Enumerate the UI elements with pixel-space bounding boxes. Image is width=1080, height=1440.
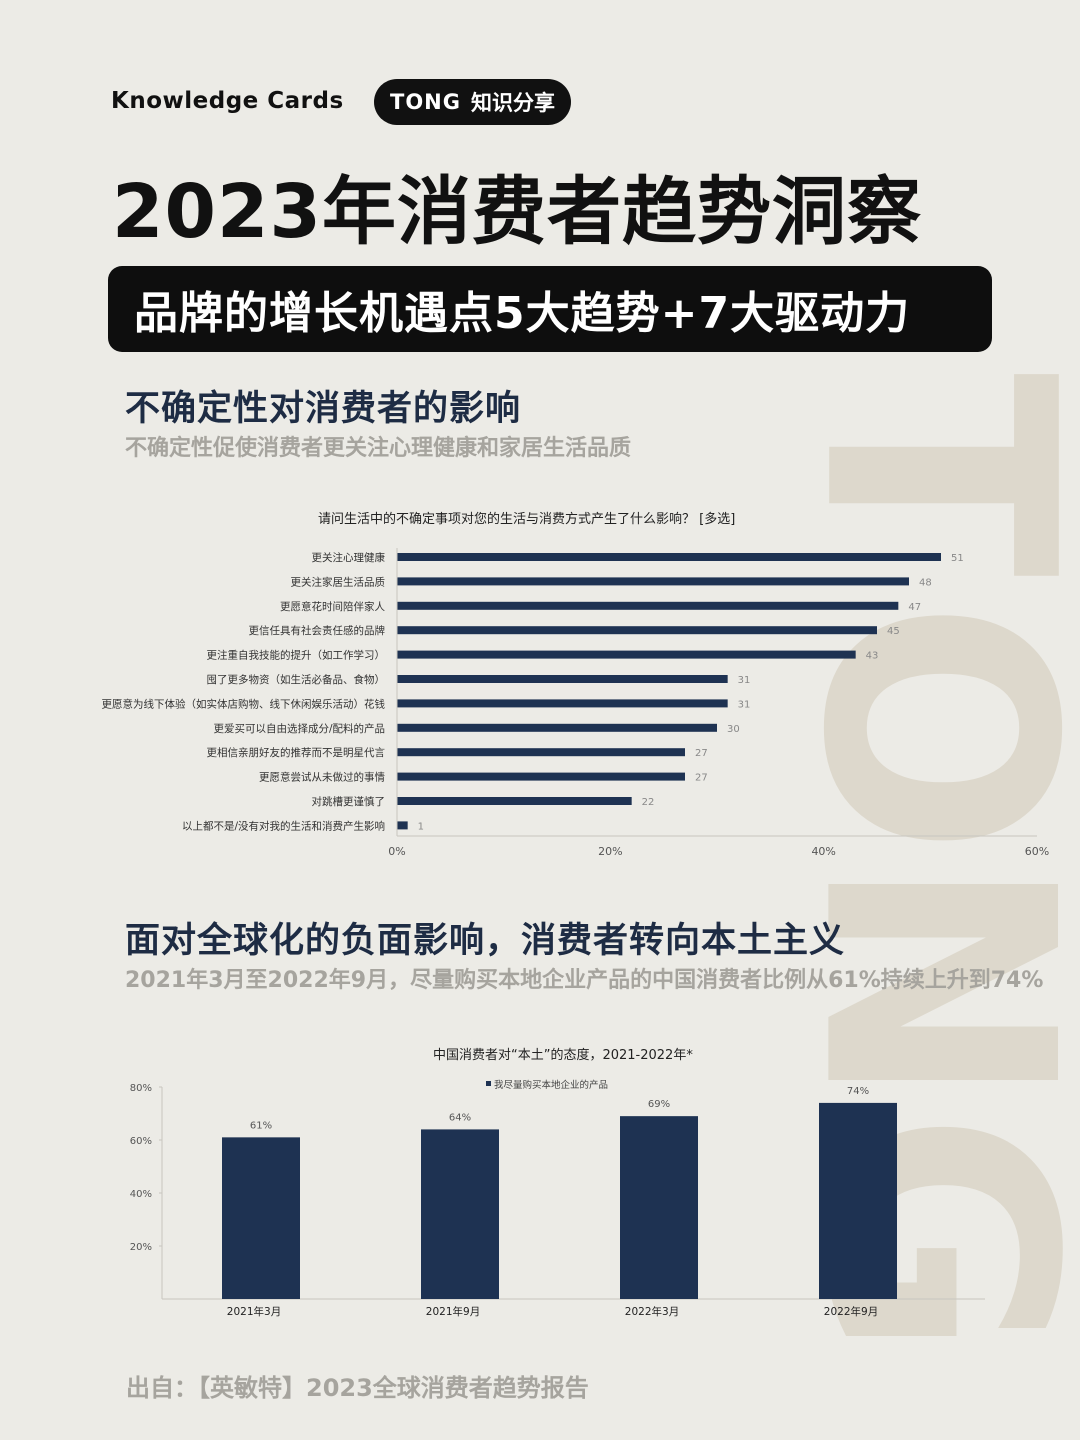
chart1-bar [397,650,856,659]
chart2-bar [819,1102,897,1299]
chart2-legend-swatch [486,1081,491,1086]
chart2-category-label: 2022年9月 [824,1305,878,1318]
chart1-bar [397,772,685,781]
brand-name: TONG [390,90,461,114]
chart2-category-label: 2022年3月 [625,1305,679,1318]
chart1-value-label: 22 [642,797,655,808]
chart2-y-tick-label: 20% [130,1242,152,1253]
chart2-legend-label: 我尽量购买本地企业的产品 [494,1079,608,1091]
chart1-category-label: 更愿意为线下体验（如实体店购物、线下休闲娱乐活动）花钱 [102,697,386,710]
chart1-category-label: 更注重自我技能的提升（如工作学习） [207,649,386,662]
chart1-value-label: 31 [738,699,751,710]
brand-pill: TONG 知识分享 [374,79,571,125]
section1-title: 不确定性对消费者的影响 [125,389,522,429]
chart1-category-label: 更信任具有社会责任感的品牌 [249,624,386,637]
chart1-value-label: 31 [738,675,751,686]
page-title: 2023年消费者趋势洞察 [112,169,922,255]
chart1-category-label: 以上都不是/没有对我的生活和消费产生影响 [182,819,385,832]
chart1-category-label: 更关注家居生活品质 [291,575,386,588]
chart2-bar [620,1116,698,1299]
chart1-x-tick-label: 60% [1025,845,1049,858]
chart1-value-label: 27 [695,773,708,784]
chart1-category-label: 更愿意尝试从未做过的事情 [259,771,385,784]
chart1-value-label: 51 [951,553,964,564]
chart2-category-label: 2021年9月 [426,1305,480,1318]
section1-subtitle: 不确定性促使消费者更关注心理健康和家居生活品质 [125,436,632,461]
chart1-bar [397,723,717,732]
chart1-value-label: 43 [866,651,879,662]
chart1-x-tick-label: 20% [598,845,622,858]
chart2-bar [222,1137,300,1299]
chart2-bar [421,1129,499,1299]
chart1-bar [397,821,408,830]
source-note: 出自：【英敏特】2023全球消费者趋势报告 [126,1374,589,1402]
chart2-title: 中国消费者对“本土”的态度，2021-2022年* [433,1048,693,1063]
chart1-bar [397,797,632,805]
chart2-value-label: 69% [648,1099,670,1110]
chart1-value-label: 30 [727,724,740,735]
banner-text: 品牌的增长机遇点5大趋势+7大驱动力 [134,288,911,339]
chart1-bar [397,626,877,635]
chart1-bar [397,675,728,683]
chart2-category-label: 2021年3月 [227,1305,281,1318]
chart1-bar [397,748,685,757]
chart1-value-label: 48 [919,577,932,588]
chart1-x-tick-label: 40% [811,845,835,858]
chart2-y-tick-label: 60% [130,1136,152,1147]
banner: 品牌的增长机遇点5大趋势+7大驱动力 [108,266,992,352]
chart1-category-label: 更愿意花时间陪伴家人 [280,600,385,613]
chart1-category-label: 更关注心理健康 [312,551,386,564]
chart1-value-label: 45 [887,626,900,637]
section2-title: 面对全球化的负面影响，消费者转向本土主义 [125,921,846,961]
chart1: 更关注心理健康 51 更关注家居生活品质 48 更愿意花时间陪伴家人 47 更信任具有社会责… [102,548,1049,858]
chart1-value-label: 1 [418,821,424,832]
chart2-value-label: 74% [847,1086,869,1097]
chart2-value-label: 64% [449,1112,471,1123]
chart2-y-tick-label: 40% [130,1189,152,1200]
chart2-value-label: 61% [250,1120,272,1131]
chart1-value-label: 27 [695,748,708,759]
section2-subtitle: 2021年3月至2022年9月，尽量购买本地企业产品的中国消费者比例从61%持续… [125,968,1044,993]
chart1-category-label: 更相信亲朋好友的推荐而不是明星代言 [207,746,386,759]
chart1-bar [397,699,728,708]
chart1-category-label: 更爱买可以自由选择成分/配料的产品 [213,722,385,735]
chart2-y-tick-label: 80% [130,1083,152,1094]
chart1-title: 请问生活中的不确定事项对您的生活与消费方式产生了什么影响？ [多选] [318,512,736,527]
brand-tag: 知识分享 [471,91,555,115]
chart1-category-label: 囤了更多物资（如生活必备品、食物） [207,673,386,686]
chart1-category-label: 对跳槽更谨慎了 [312,795,386,808]
chart1-bar [397,601,899,610]
chart2: 我尽量购买本地企业的产品 20% 40% 60% 80% 61% 2021年3月 64% 202… [130,1079,985,1318]
chart1-bar [397,553,941,561]
chart1-x-tick-label: 0% [388,845,405,858]
chart1-value-label: 47 [908,602,921,613]
chart1-bar [397,577,909,586]
knowledge-cards-label: Knowledge Cards [111,88,344,114]
